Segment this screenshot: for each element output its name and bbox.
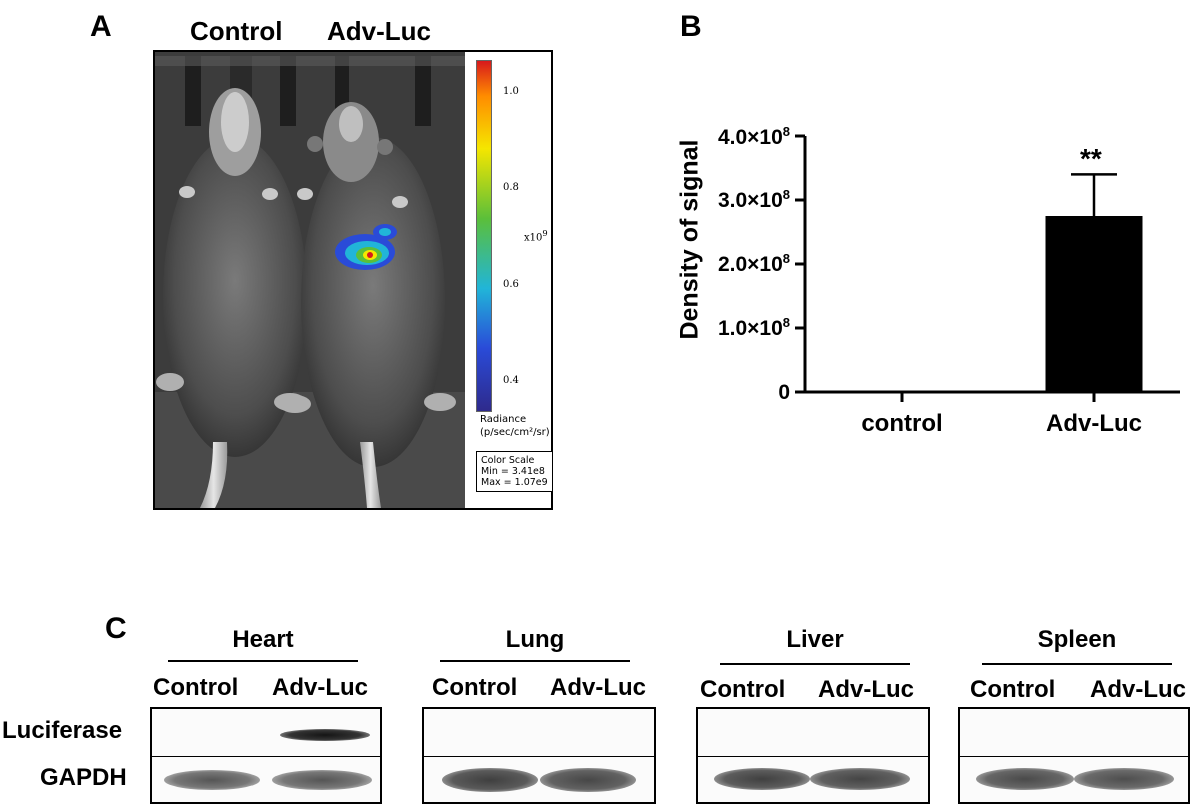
y-tick-3e8: 3.0×108 bbox=[717, 187, 790, 212]
blot-lung-gapdh-row bbox=[424, 756, 654, 803]
blot-liver-luciferase-row bbox=[698, 709, 928, 757]
tissue-label-lung: Lung bbox=[505, 626, 565, 653]
lane-label-lung-control: Control bbox=[432, 674, 518, 701]
band-liver-gapdh-adv-luc bbox=[810, 767, 910, 790]
color-scale-title: Color Scale bbox=[481, 455, 535, 466]
group-label-adv-luc: Adv-Luc bbox=[327, 16, 431, 46]
colorbar-tick-0.8: 0.8 bbox=[503, 182, 519, 193]
color-scale-max: Max = 1.07e9 bbox=[481, 477, 548, 488]
lane-label-heart-adv-luc: Adv-Luc bbox=[272, 674, 368, 701]
colorbar-tick-0.6: 0.6 bbox=[503, 279, 519, 290]
significance-marker: ** bbox=[1080, 143, 1102, 174]
panel-a-letter: A bbox=[90, 10, 112, 43]
lane-label-spleen-adv-luc: Adv-Luc bbox=[1090, 676, 1186, 703]
tissue-underline-liver bbox=[720, 663, 910, 665]
blot-liver-gapdh-row bbox=[698, 756, 928, 803]
blot-liver bbox=[696, 707, 930, 804]
colorbar-tick-1.0: 1.0 bbox=[503, 86, 519, 97]
tissue-label-spleen: Spleen bbox=[1037, 626, 1117, 653]
band-spleen-gapdh-adv-luc bbox=[1074, 767, 1174, 790]
blot-heart-luciferase-row bbox=[152, 709, 380, 757]
band-spleen-gapdh-control bbox=[976, 767, 1074, 790]
y-tick-4e8: 4.0×108 bbox=[717, 124, 790, 149]
y-tick-2e8: 2.0×108 bbox=[717, 251, 790, 276]
tissue-label-heart: Heart bbox=[232, 626, 294, 653]
blot-heart-gapdh-row bbox=[152, 756, 380, 803]
lane-label-liver-control: Control bbox=[700, 676, 786, 703]
tissue-underline-spleen bbox=[982, 663, 1172, 665]
band-heart-luciferase-adv-luc bbox=[280, 729, 370, 741]
bar-layer bbox=[795, 134, 1180, 402]
group-label-control: Control bbox=[190, 16, 283, 46]
y-tick-0: 0 bbox=[778, 381, 790, 404]
row-label-luciferase: Luciferase bbox=[2, 717, 123, 744]
band-lung-gapdh-adv-luc bbox=[540, 767, 636, 792]
lane-label-spleen-control: Control bbox=[970, 676, 1056, 703]
blot-heart bbox=[150, 707, 382, 804]
blot-lung bbox=[422, 707, 656, 804]
radiance-units: (p/sec/cm²/sr) bbox=[480, 427, 550, 438]
radiance-title: Radiance bbox=[480, 414, 527, 425]
x-tick-adv-luc: Adv-Luc bbox=[1046, 410, 1142, 437]
bioluminescence-image-frame bbox=[153, 50, 553, 510]
lane-label-liver-adv-luc: Adv-Luc bbox=[818, 676, 914, 703]
color-scale-min: Min = 3.41e8 bbox=[481, 466, 545, 477]
bar-adv-luc bbox=[1045, 216, 1143, 392]
blot-spleen-gapdh-row bbox=[960, 756, 1188, 803]
tissue-underline-heart bbox=[168, 660, 358, 662]
lane-label-heart-control: Control bbox=[153, 674, 239, 701]
radiance-colorbar bbox=[476, 60, 492, 412]
x-tick-control: control bbox=[861, 410, 943, 437]
row-label-gapdh: GAPDH bbox=[40, 764, 127, 791]
lane-label-lung-adv-luc: Adv-Luc bbox=[550, 674, 646, 701]
y-tick-1e8: 1.0×108 bbox=[717, 315, 790, 340]
colorbar-tick-0.4: 0.4 bbox=[503, 375, 519, 386]
panel-b-letter: B bbox=[680, 10, 702, 43]
bar-chart-plot bbox=[795, 134, 1180, 402]
panel-c-letter: C bbox=[105, 612, 127, 645]
band-heart-gapdh-adv-luc bbox=[272, 769, 372, 790]
blot-spleen-luciferase-row bbox=[960, 709, 1188, 757]
blot-spleen bbox=[958, 707, 1190, 804]
color-scale-box: Color Scale Min = 3.41e8 Max = 1.07e9 bbox=[476, 451, 553, 492]
mouse-imaging-photo bbox=[155, 52, 551, 508]
band-liver-gapdh-control bbox=[714, 767, 810, 790]
blot-lung-luciferase-row bbox=[424, 709, 654, 757]
band-lung-gapdh-control bbox=[442, 767, 538, 792]
tissue-label-liver: Liver bbox=[786, 626, 844, 653]
tissue-underline-lung bbox=[440, 660, 630, 662]
colorbar-multiplier: x109 bbox=[524, 228, 548, 244]
band-heart-gapdh-control bbox=[164, 769, 260, 790]
